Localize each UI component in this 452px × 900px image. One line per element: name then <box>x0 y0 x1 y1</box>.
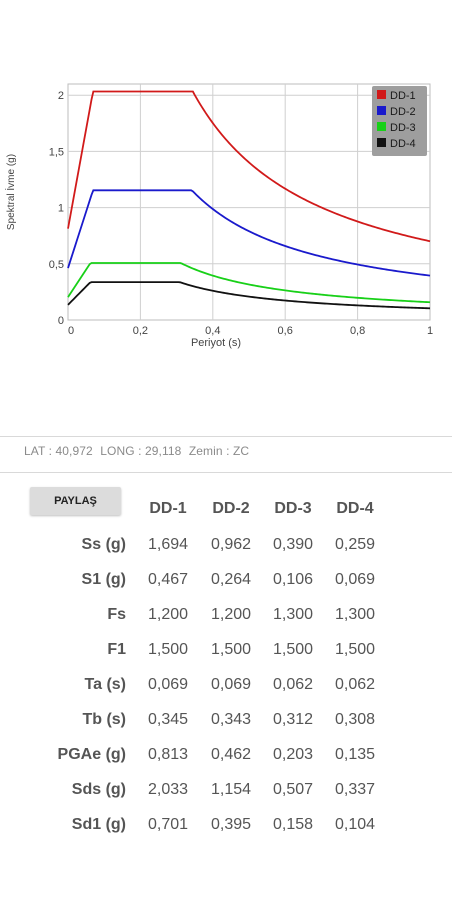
share-button[interactable]: PAYLAŞ <box>30 487 121 515</box>
location-info: LAT : 40,972 LONG : 29,118 Zemin : ZC <box>24 444 253 458</box>
x-tick-label: 1 <box>427 325 433 337</box>
x-axis-label: Periyot (s) <box>191 337 241 349</box>
y-tick-label: 0 <box>58 315 64 327</box>
table-row: Ss (g) 1,694 0,962 0,390 0,259 <box>0 536 452 560</box>
cell-dd4: 0,062 <box>334 676 376 693</box>
zemin-text: Zemin : ZC <box>188 444 250 458</box>
series-line-dd-4 <box>67 281 431 310</box>
cell-dd3: 0,390 <box>272 536 314 553</box>
x-tick-label: 0 <box>68 325 74 337</box>
cell-dd1: 0,345 <box>147 711 189 728</box>
legend-label-dd-3: DD-3 <box>390 122 416 134</box>
table-row: Sd1 (g) 0,701 0,395 0,158 0,104 <box>0 816 452 840</box>
column-header-dd3: DD-3 <box>274 500 312 517</box>
cell-dd4: 0,104 <box>334 816 376 833</box>
cell-dd3: 1,500 <box>272 641 314 658</box>
row-label: PGAe (g) <box>57 746 126 763</box>
cell-dd2: 1,500 <box>210 641 252 658</box>
y-tick-label: 1,5 <box>49 146 64 158</box>
cell-dd2: 0,395 <box>210 816 252 833</box>
column-header-dd4: DD-4 <box>336 500 374 517</box>
series-line-dd-2 <box>67 189 431 277</box>
row-label: Fs <box>107 606 126 623</box>
cell-dd4: 0,259 <box>334 536 376 553</box>
cell-dd3: 0,062 <box>272 676 314 693</box>
divider-top <box>0 436 452 437</box>
cell-dd3: 0,203 <box>272 746 314 763</box>
legend-label-dd-1: DD-1 <box>390 90 416 102</box>
lat-text: LAT : 40,972 <box>24 444 93 458</box>
cell-dd1: 1,694 <box>147 536 189 553</box>
x-tick-label: 0,6 <box>278 325 293 337</box>
cell-dd2: 0,069 <box>210 676 252 693</box>
series-line-dd-1 <box>67 90 431 243</box>
cell-dd1: 0,069 <box>147 676 189 693</box>
row-label: Tb (s) <box>82 711 126 728</box>
cell-dd4: 0,135 <box>334 746 376 763</box>
table-row: S1 (g) 0,467 0,264 0,106 0,069 <box>0 571 452 595</box>
response-spectrum-chart: 0 0,2 0,4 0,6 0,8 1 0 0,5 1 1,5 2 Periyot (s) Spektr… <box>0 60 452 360</box>
cell-dd2: 0,462 <box>210 746 252 763</box>
legend-swatch-dd-3 <box>377 122 386 131</box>
column-header-dd2: DD-2 <box>212 500 250 517</box>
cell-dd1: 1,500 <box>147 641 189 658</box>
cell-dd2: 0,343 <box>210 711 252 728</box>
cell-dd1: 0,701 <box>147 816 189 833</box>
long-text: LONG : 29,118 <box>100 444 182 458</box>
cell-dd3: 1,300 <box>272 606 314 623</box>
row-label: F1 <box>107 641 126 658</box>
cell-dd4: 0,337 <box>334 781 376 798</box>
plot-frame <box>67 83 431 321</box>
chart-svg: 0 0,2 0,4 0,6 0,8 1 0 0,5 1 1,5 2 Periyot (s) Spektr… <box>4 83 433 349</box>
cell-dd2: 0,962 <box>210 536 252 553</box>
y-tick-label: 1 <box>58 203 64 215</box>
row-label: Sds (g) <box>71 781 126 798</box>
row-label: Ta (s) <box>84 676 126 693</box>
row-label: S1 (g) <box>81 571 126 588</box>
cell-dd1: 0,813 <box>147 746 189 763</box>
x-tick-label: 0,4 <box>205 325 220 337</box>
cell-dd4: 1,500 <box>334 641 376 658</box>
table-row: Tb (s) 0,345 0,343 0,312 0,308 <box>0 711 452 735</box>
table-row: F1 1,500 1,500 1,500 1,500 <box>0 641 452 665</box>
cell-dd3: 0,106 <box>272 571 314 588</box>
x-tick-label: 0,8 <box>350 325 365 337</box>
legend-label-dd-2: DD-2 <box>390 106 416 118</box>
table-row: Fs 1,200 1,200 1,300 1,300 <box>0 606 452 630</box>
table-row: Sds (g) 2,033 1,154 0,507 0,337 <box>0 781 452 805</box>
legend-label-dd-4: DD-4 <box>390 138 416 150</box>
y-axis-label: Spektral İvme (g) <box>4 154 17 230</box>
series-line-dd-3 <box>67 262 431 304</box>
divider-bottom <box>0 472 452 473</box>
legend-swatch-dd-1 <box>377 90 386 99</box>
column-header-dd1: DD-1 <box>149 500 187 517</box>
cell-dd4: 0,069 <box>334 571 376 588</box>
cell-dd1: 2,033 <box>147 781 189 798</box>
table-row: PGAe (g) 0,813 0,462 0,203 0,135 <box>0 746 452 770</box>
cell-dd4: 0,308 <box>334 711 376 728</box>
cell-dd3: 0,507 <box>272 781 314 798</box>
legend-swatch-dd-2 <box>377 106 386 115</box>
y-tick-label: 2 <box>58 90 64 102</box>
cell-dd1: 0,467 <box>147 571 189 588</box>
cell-dd4: 1,300 <box>334 606 376 623</box>
row-label: Ss (g) <box>81 536 126 553</box>
y-tick-label: 0,5 <box>49 259 64 271</box>
cell-dd2: 0,264 <box>210 571 252 588</box>
cell-dd2: 1,154 <box>210 781 252 798</box>
legend-swatch-dd-4 <box>377 138 386 147</box>
cell-dd3: 0,158 <box>272 816 314 833</box>
x-tick-label: 0,2 <box>133 325 148 337</box>
cell-dd3: 0,312 <box>272 711 314 728</box>
cell-dd1: 1,200 <box>147 606 189 623</box>
row-label: Sd1 (g) <box>71 816 126 833</box>
table-row: Ta (s) 0,069 0,069 0,062 0,062 <box>0 676 452 700</box>
cell-dd2: 1,200 <box>210 606 252 623</box>
